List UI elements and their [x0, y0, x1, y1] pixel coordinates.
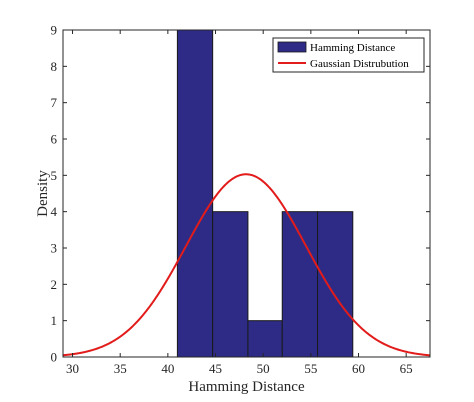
y-tick-label: 0	[51, 350, 58, 365]
legend-label-gaussian: Gaussian Distrubution	[310, 58, 409, 70]
plot-area-frame	[62, 29, 431, 358]
legend-label-histogram: Hamming Distance	[310, 42, 395, 54]
x-tick-label: 50	[257, 361, 270, 376]
y-tick-label: 4	[51, 204, 58, 219]
x-tick-label: 65	[400, 361, 413, 376]
y-tick-label: 2	[51, 277, 58, 292]
y-tick-label: 6	[51, 132, 58, 147]
gaussian-curve-layer	[62, 173, 431, 357]
histogram-bar	[317, 211, 354, 358]
x-tick-label: 55	[304, 361, 317, 376]
y-tick-label: 1	[51, 313, 58, 328]
histogram-bar	[212, 211, 249, 358]
x-tick-label: 30	[66, 361, 79, 376]
y-axis-title: Density	[35, 170, 51, 217]
y-tick-label: 7	[51, 95, 58, 110]
y-tick-label: 3	[51, 241, 58, 256]
y-tick-label: 8	[51, 59, 58, 74]
x-tick-label: 40	[161, 361, 174, 376]
histogram-bars	[176, 29, 354, 358]
x-tick-label: 45	[209, 361, 222, 376]
legend: Hamming Distance Gaussian Distrubution	[272, 37, 425, 73]
legend-swatch-histogram	[277, 41, 307, 53]
x-tick-label: 60	[352, 361, 365, 376]
y-tick-label: 5	[51, 168, 58, 183]
x-tick-label: 35	[114, 361, 127, 376]
histogram-bar	[176, 29, 214, 358]
histogram-bar	[247, 320, 283, 358]
gaussian-curve	[62, 173, 431, 357]
y-tick-label: 9	[51, 23, 58, 38]
x-axis-title: Hamming Distance	[188, 379, 305, 395]
